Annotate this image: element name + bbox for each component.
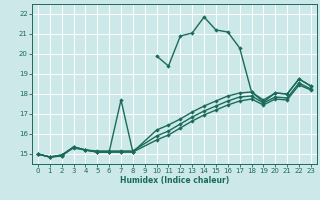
- X-axis label: Humidex (Indice chaleur): Humidex (Indice chaleur): [120, 176, 229, 185]
